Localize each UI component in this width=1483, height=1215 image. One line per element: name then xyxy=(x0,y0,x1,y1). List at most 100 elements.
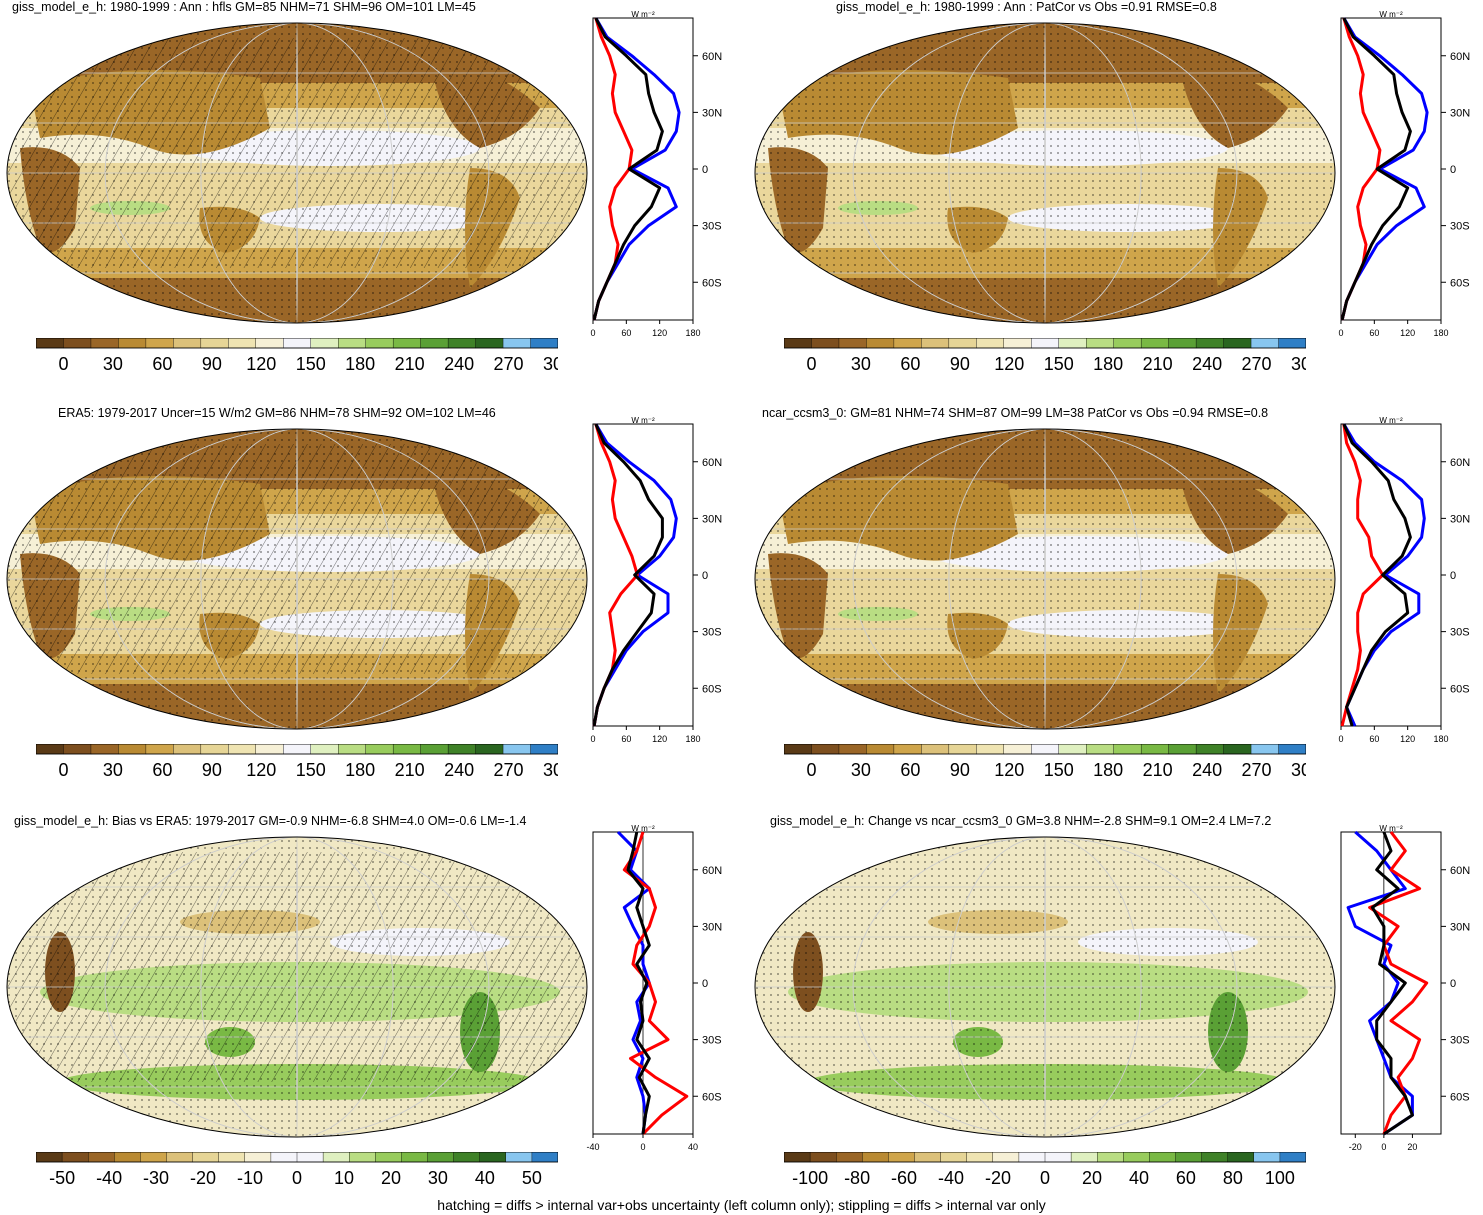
colorbar-swatch xyxy=(838,338,867,349)
colorbar-swatch xyxy=(173,338,202,349)
colorbar-swatch xyxy=(427,1152,455,1163)
colorbar-swatch xyxy=(192,1152,220,1163)
x-tick-label: 120 xyxy=(652,734,667,744)
x-tick-label: 60 xyxy=(621,734,631,744)
colorbar-swatch xyxy=(90,338,119,349)
colorbar-swatch xyxy=(502,744,532,755)
colorbar-swatch xyxy=(502,338,532,349)
world-map xyxy=(754,428,1336,730)
profile-unit: W m⁻² xyxy=(1379,416,1403,425)
lat-tick-label: 60S xyxy=(1450,1091,1470,1103)
map-field xyxy=(7,429,587,729)
colorbar-label: 90 xyxy=(950,760,970,780)
colorbar-swatch xyxy=(88,1152,115,1163)
colorbar-label: 90 xyxy=(950,354,970,374)
colorbar-label: 90 xyxy=(202,354,222,374)
colorbar-label: -80 xyxy=(844,1168,870,1188)
colorbar-swatch xyxy=(1168,744,1197,755)
colorbar-label: 0 xyxy=(806,760,816,780)
profile-unit: W m⁻² xyxy=(631,10,655,19)
colorbar-swatch xyxy=(36,744,64,755)
panel-title: giss_model_e_h: Change vs ncar_ccsm3_0 G… xyxy=(770,814,1272,828)
zonal-mean-profile: W m⁻² 60N 30N 0 30S 60S 0 60 120 180 xyxy=(590,10,722,338)
colorbar-swatch xyxy=(392,744,422,755)
colorbar-label: 180 xyxy=(345,760,375,780)
x-tick-label: 120 xyxy=(1400,328,1415,338)
colorbar-swatch xyxy=(61,1152,89,1163)
panel-title: ncar_ccsm3_0: GM=81 NHM=74 SHM=87 OM=99 … xyxy=(762,406,1269,420)
graticule xyxy=(7,23,587,323)
x-tick-label: 120 xyxy=(1400,734,1415,744)
colorbar-swatch xyxy=(1149,1152,1176,1163)
colorbar-swatch xyxy=(145,338,174,349)
lat-tick-label: 30S xyxy=(702,221,722,233)
colorbar-swatch xyxy=(811,338,840,349)
colorbar-label: 300 xyxy=(543,354,558,374)
colorbar-swatch xyxy=(893,744,922,755)
lat-tick-label: 30S xyxy=(1450,221,1470,233)
colorbar-label: 60 xyxy=(152,760,172,780)
colorbar-swatch xyxy=(63,744,92,755)
profile-series-line xyxy=(626,831,651,1135)
panel-title: giss_model_e_h: Bias vs ERA5: 1979-2017 … xyxy=(14,814,527,828)
colorbar-label: -50 xyxy=(49,1168,75,1188)
colorbar-swatch xyxy=(505,1152,533,1163)
profile-series-line xyxy=(1370,831,1414,1136)
colorbar-frame xyxy=(784,338,1306,349)
graticule xyxy=(755,429,1335,729)
colorbar-swatch xyxy=(1058,338,1087,349)
colorbar-label: 40 xyxy=(475,1168,495,1188)
colorbar-swatch xyxy=(447,338,477,349)
colorbar-swatch xyxy=(1223,338,1252,349)
colorbar-swatch xyxy=(1250,744,1280,755)
colorbar-label: -20 xyxy=(985,1168,1011,1188)
colorbar-swatch xyxy=(1113,744,1142,755)
graticule xyxy=(755,837,1335,1137)
lat-tick-label: 0 xyxy=(702,164,708,176)
colorbar-swatch xyxy=(200,338,229,349)
colorbar-swatch xyxy=(375,1152,402,1163)
colorbar-swatch xyxy=(140,1152,168,1163)
colorbar-label: 120 xyxy=(994,760,1024,780)
colorbar-label: 40 xyxy=(1129,1168,1149,1188)
colorbar-swatch xyxy=(365,338,394,349)
colorbar-swatch xyxy=(784,338,812,349)
colorbar-swatch xyxy=(420,744,449,755)
profile-series-line xyxy=(592,17,664,321)
colorbar-swatch xyxy=(836,1152,863,1163)
colorbar-label: 150 xyxy=(296,354,326,374)
colorbar-swatch xyxy=(784,744,812,755)
lat-tick-label: 0 xyxy=(1450,978,1456,990)
profile-unit: W m⁻² xyxy=(631,824,655,833)
colorbar-swatch xyxy=(118,744,147,755)
colorbar-swatch xyxy=(200,744,229,755)
colorbar-swatch xyxy=(1070,1152,1098,1163)
colorbar-swatch xyxy=(838,744,867,755)
x-tick-label: 0 xyxy=(640,1142,645,1152)
colorbar-swatch xyxy=(1018,1152,1046,1163)
lat-tick-label: 30N xyxy=(702,107,722,119)
colorbar-swatch xyxy=(1140,338,1170,349)
colorbar-label: 30 xyxy=(103,760,123,780)
colorbar-swatch xyxy=(966,1152,994,1163)
colorbar-label: 150 xyxy=(1044,354,1074,374)
lat-tick-label: 60N xyxy=(1450,865,1470,877)
colorbar-swatch xyxy=(401,1152,428,1163)
colorbar-swatch xyxy=(255,338,284,349)
colorbar-swatch xyxy=(475,338,504,349)
lat-tick-label: 60S xyxy=(1450,683,1470,695)
colorbar-swatch xyxy=(948,338,977,349)
lat-tick-label: 0 xyxy=(702,978,708,990)
colorbar-label: 120 xyxy=(246,760,276,780)
profile-series-line xyxy=(1340,17,1429,321)
world-map xyxy=(754,22,1336,324)
colorbar-swatch xyxy=(1278,744,1306,755)
colorbar-label: 180 xyxy=(345,354,375,374)
colorbar: -100 -80 -60 -40 -20 0 20 40 60 80 100 xyxy=(784,1152,1306,1188)
colorbar-swatch xyxy=(940,1152,968,1163)
colorbar-swatch xyxy=(1201,1152,1229,1163)
profile-series-line xyxy=(1346,830,1414,1136)
colorbar-swatch xyxy=(283,338,312,349)
colorbar-label: 60 xyxy=(900,354,920,374)
colorbar-swatch xyxy=(921,338,950,349)
